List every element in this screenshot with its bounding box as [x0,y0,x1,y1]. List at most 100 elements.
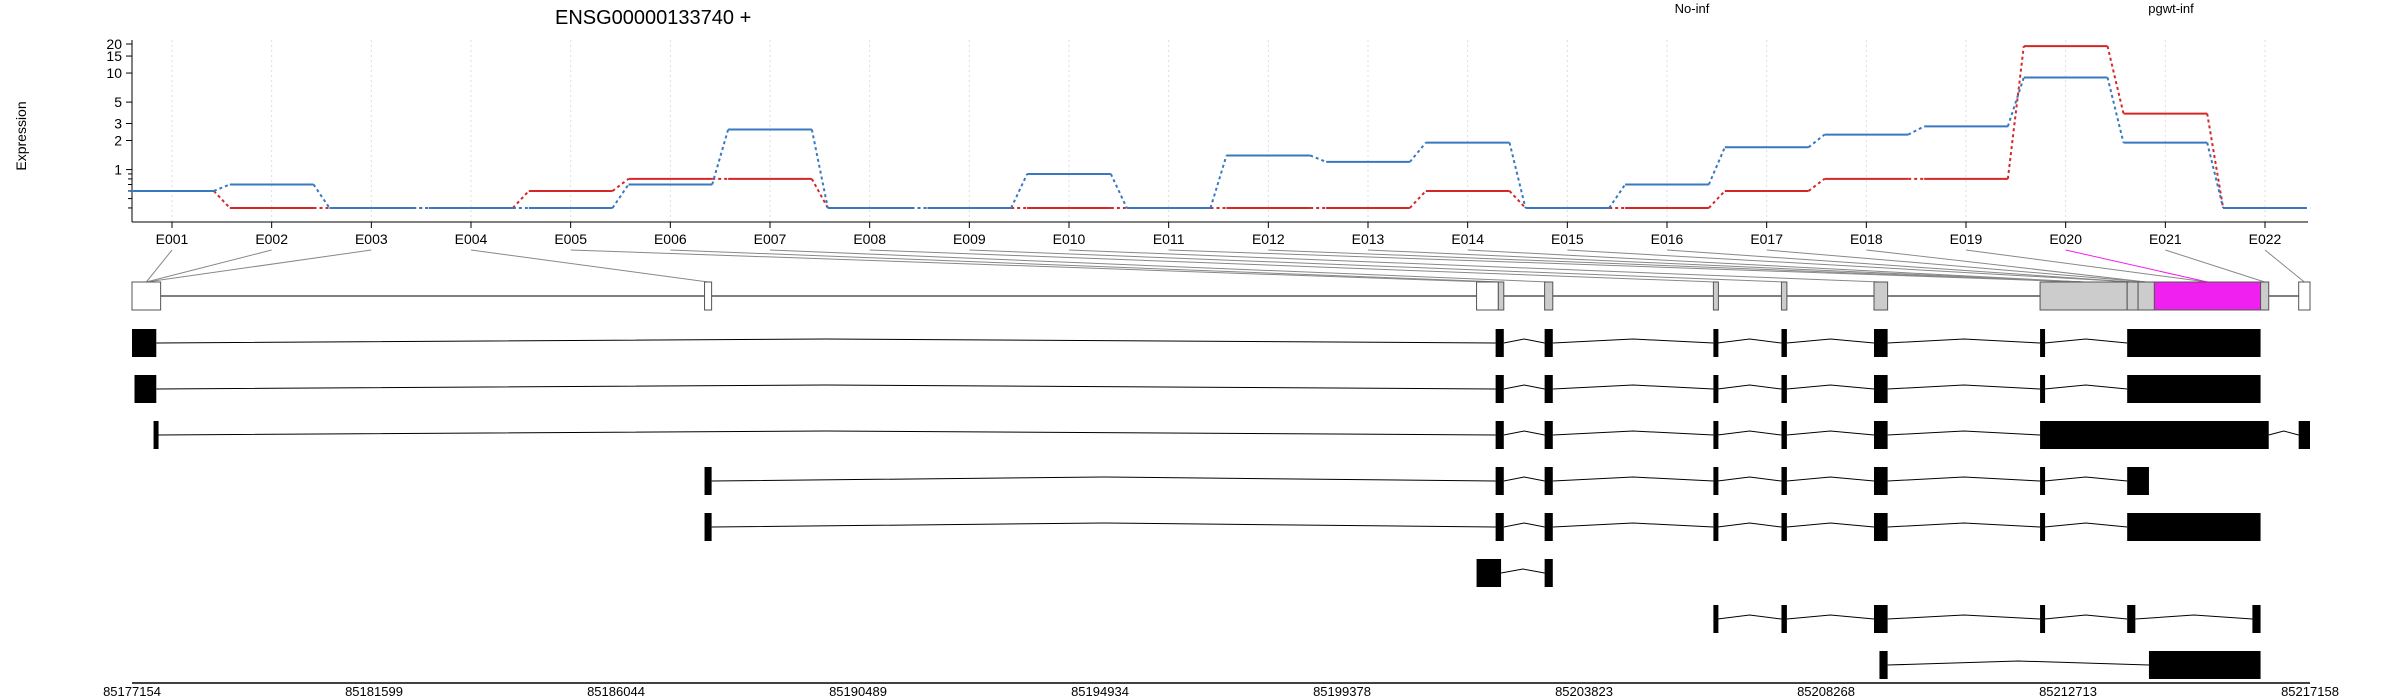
transcript-exon [2127,375,2261,403]
transcript-exon [704,467,712,495]
transcript-intron [1552,338,1714,344]
genomic-coordinate-axis: 85177154 85181599 85186044 85190489 85194934… [103,682,2339,699]
exon-connector [769,249,1549,283]
transcript-exon [1495,513,1504,541]
transcript-intron [1786,338,1875,344]
transcript-exon [2127,605,2136,633]
series-0-connector [1508,190,1527,209]
series-0-connector [611,178,630,192]
genomic-tick-label: 85190489 [829,684,887,699]
x-tick-label: E001 [156,231,189,247]
exon-connector [1766,249,2147,283]
transcript-intron [2268,430,2299,436]
transcript-exon [132,329,157,357]
transcript-exon [1874,421,1888,449]
series-1-connector [213,183,231,192]
series-1-connector [1907,125,1925,136]
series-1-connector [1807,133,1826,149]
exon-connector [1168,249,2084,283]
transcript-exon [2040,375,2046,403]
transcript-exon [1544,329,1553,357]
genomic-tick-label: 85186044 [587,684,645,699]
transcript-exon [1544,467,1553,495]
transcript-exon [1713,329,1719,357]
series-0-connector [810,178,829,209]
gene-model-exon [2126,281,2139,311]
transcript-intron [1552,430,1714,436]
transcript-exon [1713,421,1719,449]
exon-connector [1268,249,2084,283]
transcript-exon [2127,513,2261,541]
transcript-exon [704,513,712,541]
transcript-intron [1552,476,1714,482]
gene-model-exon [704,281,713,311]
x-tick-label: E021 [2149,231,2182,247]
gene-model-exon [2298,281,2311,311]
exon-connector [1866,249,2147,283]
legend-no-inf: No-inf [1675,1,1710,16]
exon-connector [2264,249,2305,283]
y-tick-label: 20 [106,36,122,52]
series-0-connector [2106,45,2125,114]
transcript-intron [1887,384,2041,390]
transcript-intron [2135,614,2253,620]
gene-model-exon [1497,281,1505,311]
series-lines [130,45,2307,209]
x-tick-label: E019 [1950,231,1983,247]
transcript-intron [1717,384,1782,390]
transcript-intron [711,476,1496,482]
x-tick-label: E008 [853,231,886,247]
transcript-exon [1874,375,1888,403]
transcript-intron [2044,338,2128,344]
transcript-intron [2044,476,2128,482]
transcript-intron [1500,568,1545,574]
y-tick-label: 10 [106,65,122,81]
series-1-connector [2206,142,2225,209]
transcript-exon [2148,651,2261,679]
genomic-tick-label: 85194934 [1071,684,1129,699]
exon-connector [2065,249,2208,283]
series-1-connector [1608,183,1626,209]
transcript-exon [1544,421,1553,449]
transcript-intron [1887,338,2041,344]
legend-pgwt-inf: pgwt-inf [2148,1,2194,16]
exon-connector [146,249,372,283]
transcript-intron [156,384,1496,390]
exon-connector [1467,249,2084,283]
gene-model-exon [1780,281,1788,311]
transcript-exon [2252,605,2261,633]
transcript-intron [1786,384,1875,390]
series-1-connector [1109,173,1128,209]
transcript-intron [1503,338,1545,344]
exon-connector [470,249,709,283]
gene-model-exon [1873,281,1889,311]
exon-connector [1068,249,1881,283]
genomic-tick-label: 85177154 [103,684,161,699]
series-1-connector [1209,155,1228,209]
transcript-intron [1887,660,2149,666]
transcript-intron [2044,614,2128,620]
gene-model-exon [2153,281,2262,311]
gene-model-exon [1712,281,1719,311]
transcript-exon [1781,329,1787,357]
exon-connector [145,249,173,283]
series-0-connector [2206,113,2225,209]
series-1-connector [2106,77,2125,143]
x-tick-label: E018 [1850,231,1883,247]
exon-connector [1567,249,2133,283]
x-tick-label: E013 [1352,231,1385,247]
transcript-intron [157,430,1496,436]
transcript-exon [1713,467,1719,495]
transcript-exon [1495,375,1504,403]
series-1-connector [1409,142,1427,163]
x-tick-label: E003 [355,231,388,247]
transcript-intron [1552,384,1714,390]
gene-model-exon [1544,281,1554,311]
transcript-intron [1503,384,1545,390]
x-tick-label: E022 [2249,231,2282,247]
transcript-exon [1544,513,1553,541]
series-1-connector [312,183,331,209]
transcript-exon [2040,605,2046,633]
exon-connector [670,249,1502,283]
